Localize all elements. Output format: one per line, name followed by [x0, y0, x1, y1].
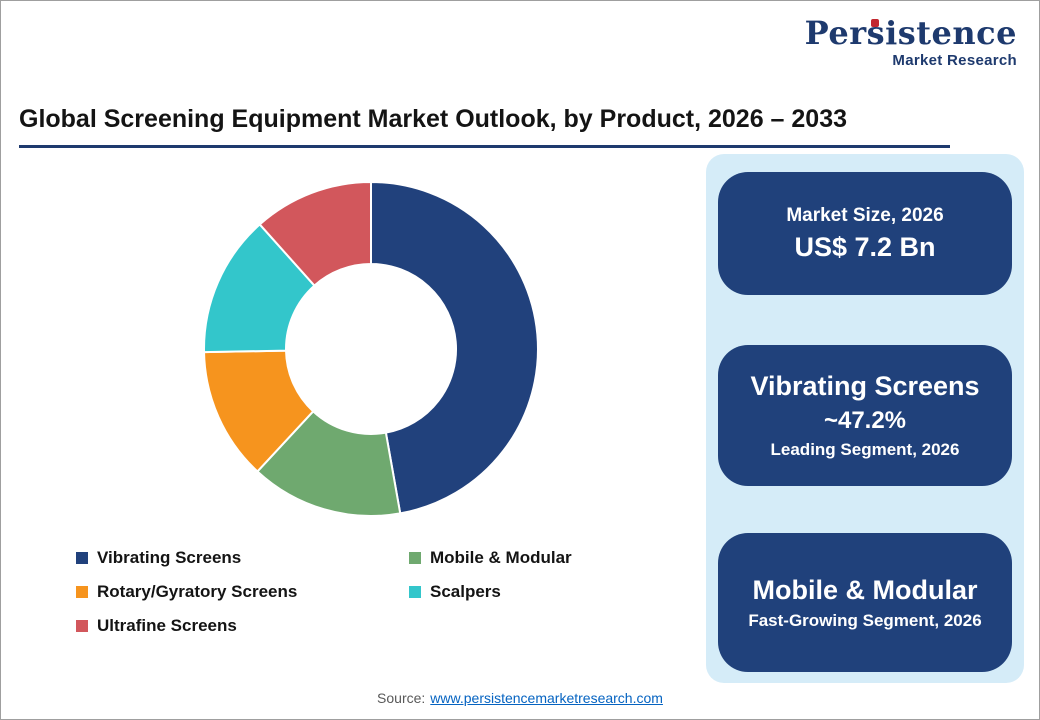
legend-swatch-mobile-modular [409, 552, 421, 564]
chart-legend: Vibrating Screens Rotary/Gyratory Screen… [76, 541, 572, 643]
logo-subtitle: Market Research [892, 51, 1017, 69]
legend-label: Ultrafine Screens [97, 616, 237, 635]
legend-swatch-rotary-gyratory-screens [76, 586, 88, 598]
donut-chart [201, 179, 541, 519]
market-size-card: Market Size, 2026 US$ 7.2 Bn [718, 172, 1012, 295]
brand-logo: Persistence Market Research [804, 14, 1017, 69]
leading-segment-card: Vibrating Screens ~47.2% Leading Segment… [718, 345, 1012, 486]
legend-item-vibrating-screens: Vibrating Screens [76, 548, 409, 568]
legend-item-mobile-modular: Mobile & Modular [409, 548, 572, 568]
page-title: Global Screening Equipment Market Outloo… [19, 105, 848, 133]
highlights-panel: Market Size, 2026 US$ 7.2 Bn Vibrating S… [706, 154, 1024, 683]
legend-label: Scalpers [430, 582, 501, 601]
source-link[interactable]: www.persistencemarketresearch.com [430, 690, 663, 706]
legend-swatch-scalpers [409, 586, 421, 598]
legend-label: Rotary/Gyratory Screens [97, 582, 298, 601]
legend-label: Vibrating Screens [97, 548, 242, 567]
legend-swatch-ultrafine-screens [76, 620, 88, 632]
donut-slice-4 [258, 181, 372, 287]
market-size-value: US$ 7.2 Bn [794, 231, 936, 262]
donut-slice-0 [370, 181, 539, 515]
fast-growing-segment-name: Mobile & Modular [752, 574, 978, 605]
market-size-label: Market Size, 2026 [786, 204, 944, 226]
leading-segment-share: ~47.2% [823, 407, 907, 434]
logo-accent-dot-icon [870, 19, 879, 27]
legend-label: Mobile & Modular [430, 548, 572, 567]
title-underline [19, 145, 950, 148]
fast-growing-segment-card: Mobile & Modular Fast-Growing Segment, 2… [718, 533, 1012, 672]
legend-item-ultrafine-screens: Ultrafine Screens [76, 616, 409, 636]
legend-item-rotary-gyratory-screens: Rotary/Gyratory Screens [76, 582, 409, 602]
source-label: Source: [377, 690, 426, 706]
legend-swatch-vibrating-screens [76, 552, 88, 564]
source-footer: Source: www.persistencemarketresearch.com [1, 690, 1039, 706]
legend-item-scalpers: Scalpers [409, 582, 572, 602]
fast-growing-segment-caption: Fast-Growing Segment, 2026 [748, 610, 982, 630]
leading-segment-caption: Leading Segment, 2026 [770, 440, 960, 459]
donut-chart-svg [203, 181, 539, 517]
logo-wordmark: Persistence [804, 14, 1017, 52]
leading-segment-name: Vibrating Screens [750, 371, 980, 401]
